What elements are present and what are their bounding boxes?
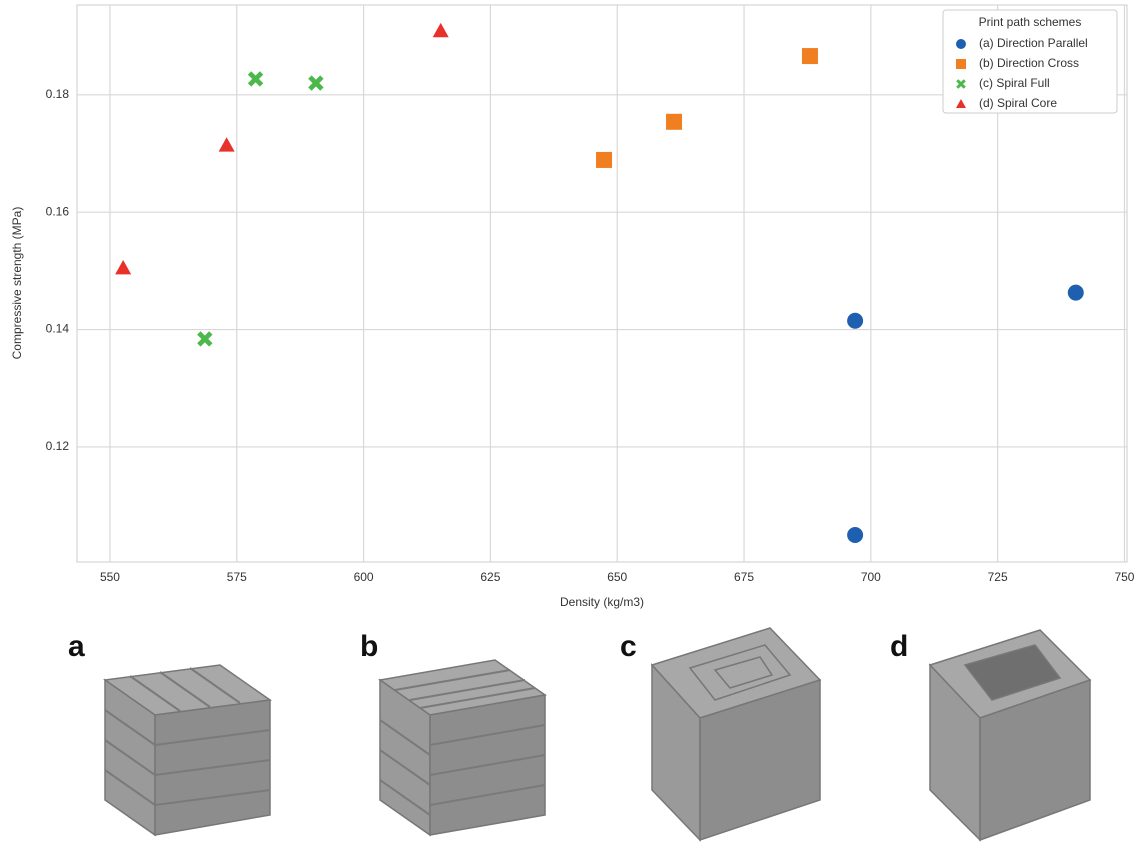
x-tick-label: 700 (861, 570, 881, 584)
x-tick-label: 650 (607, 570, 627, 584)
marker (847, 313, 863, 329)
marker (1068, 285, 1084, 301)
legend: Print path schemes (a) Direction Parallel… (943, 10, 1117, 113)
legend-label: (a) Direction Parallel (979, 36, 1088, 50)
cube-d (930, 630, 1090, 840)
legend-label: (b) Direction Cross (979, 56, 1079, 70)
x-axis-label: Density (kg/m3) (560, 595, 644, 609)
marker (802, 48, 818, 64)
x-tick-label: 675 (734, 570, 754, 584)
cube-b (380, 660, 545, 835)
y-tick-label: 0.16 (46, 204, 70, 218)
cube-c (652, 628, 820, 840)
legend-title: Print path schemes (979, 15, 1082, 29)
figure: 550 575 600 625 650 675 700 725 750 0.12 0.14 0.16 0… (0, 0, 1138, 846)
legend-marker (956, 59, 966, 69)
legend-marker (956, 39, 966, 49)
x-tick-label: 725 (988, 570, 1008, 584)
panel-label: d (890, 630, 908, 663)
cube-a (105, 665, 270, 835)
legend-label: (d) Spiral Core (979, 96, 1057, 110)
y-tick-label: 0.14 (46, 322, 70, 336)
x-tick-label: 625 (480, 570, 500, 584)
x-tick-label: 750 (1114, 570, 1134, 584)
x-tick-label: 550 (100, 570, 120, 584)
marker (666, 114, 682, 130)
panel-label: a (68, 630, 85, 663)
x-tick-label: 575 (227, 570, 247, 584)
marker (596, 152, 612, 168)
y-tick-label: 0.12 (46, 439, 70, 453)
panel-label: c (620, 630, 637, 663)
y-axis-label: Compressive strength (MPa) (10, 207, 24, 360)
x-tick-label: 600 (354, 570, 374, 584)
legend-label: (c) Spiral Full (979, 76, 1050, 90)
marker (847, 527, 863, 543)
y-tick-label: 0.18 (46, 87, 70, 101)
panels: a b c d (68, 628, 1090, 840)
panel-label: b (360, 630, 378, 663)
